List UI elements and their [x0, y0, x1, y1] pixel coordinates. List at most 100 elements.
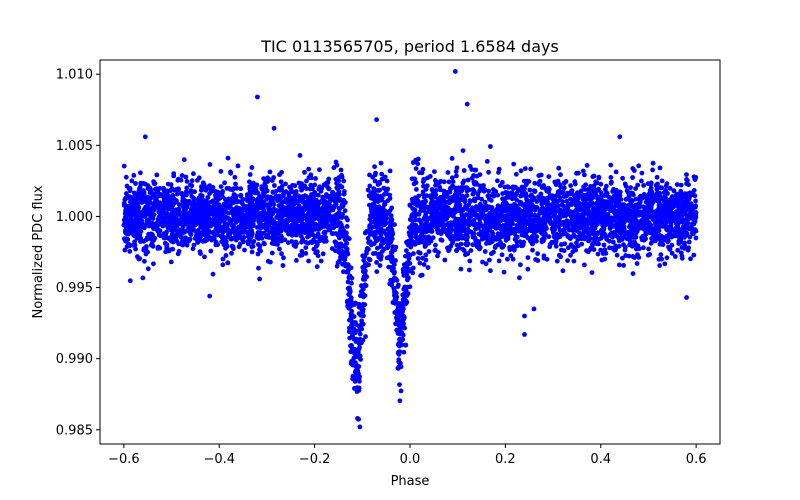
data-point — [397, 382, 402, 387]
data-point — [217, 214, 223, 220]
data-point — [394, 277, 400, 283]
data-point — [377, 187, 383, 193]
data-point — [445, 209, 451, 215]
data-point — [403, 342, 409, 348]
data-point — [690, 230, 696, 236]
data-point — [465, 222, 471, 227]
data-point — [372, 229, 378, 235]
data-point — [211, 204, 217, 210]
data-point — [654, 187, 660, 192]
data-point — [491, 187, 496, 193]
data-point — [333, 195, 339, 201]
data-point — [513, 171, 519, 177]
data-point — [572, 179, 578, 185]
data-point — [222, 180, 228, 186]
data-point — [468, 248, 474, 253]
data-point — [397, 331, 403, 337]
data-point — [647, 252, 653, 257]
data-point — [546, 174, 552, 180]
data-point — [185, 215, 191, 221]
data-point — [622, 244, 628, 250]
data-point — [157, 210, 163, 216]
data-point — [510, 256, 516, 262]
data-point — [480, 224, 486, 230]
data-point — [635, 209, 640, 215]
data-point — [433, 183, 438, 188]
data-point — [560, 220, 566, 225]
data-point — [486, 188, 492, 194]
data-point — [688, 256, 693, 262]
data-point — [470, 219, 476, 224]
data-point — [598, 190, 604, 195]
data-point — [416, 249, 421, 255]
data-point — [172, 187, 177, 193]
data-point — [648, 205, 654, 210]
data-point — [685, 220, 691, 226]
data-point — [378, 216, 383, 222]
data-point — [550, 220, 556, 226]
data-point — [359, 318, 364, 324]
data-point — [201, 182, 207, 188]
data-point — [352, 386, 357, 391]
data-point — [407, 239, 412, 245]
data-point — [657, 237, 663, 243]
data-point — [353, 300, 358, 306]
data-point — [182, 207, 188, 212]
data-point — [187, 220, 193, 226]
data-point — [362, 293, 368, 298]
data-point — [282, 212, 287, 218]
data-point — [330, 189, 335, 195]
data-point — [630, 271, 636, 276]
data-point — [391, 262, 397, 267]
data-point — [634, 261, 640, 266]
data-point — [306, 258, 311, 264]
data-point — [636, 163, 642, 169]
data-point — [620, 255, 625, 261]
data-point — [195, 238, 201, 244]
data-point — [377, 263, 383, 268]
data-point — [571, 232, 577, 238]
data-point — [460, 180, 466, 186]
data-point — [546, 234, 552, 240]
data-point — [678, 239, 684, 245]
data-point — [475, 191, 481, 197]
data-point — [604, 193, 610, 199]
data-point — [635, 205, 640, 211]
data-point — [191, 195, 197, 201]
data-point — [503, 236, 509, 242]
data-point — [279, 251, 284, 257]
data-point — [425, 265, 431, 270]
data-point — [608, 222, 613, 228]
data-point — [270, 189, 276, 195]
data-point — [656, 217, 662, 223]
data-point — [585, 201, 590, 207]
data-point — [445, 189, 450, 195]
data-point — [522, 186, 527, 192]
data-point — [361, 265, 367, 270]
data-point — [399, 309, 405, 315]
data-point — [504, 190, 509, 196]
data-point — [247, 184, 253, 190]
data-point — [553, 182, 559, 188]
data-point — [293, 206, 299, 212]
data-point — [156, 244, 161, 250]
data-point — [238, 212, 244, 217]
data-point — [127, 249, 133, 254]
data-point — [459, 212, 465, 218]
data-point — [414, 187, 419, 192]
data-point — [335, 260, 341, 265]
data-point — [626, 229, 632, 235]
data-point — [372, 164, 377, 170]
data-point — [174, 191, 180, 197]
data-point — [245, 198, 250, 204]
data-point — [564, 218, 570, 224]
data-point — [671, 200, 677, 206]
data-point — [508, 253, 514, 259]
data-point — [610, 239, 616, 245]
data-point — [643, 199, 649, 205]
data-point — [402, 284, 408, 290]
data-point — [182, 220, 187, 225]
data-point — [329, 231, 335, 236]
data-point — [179, 173, 185, 178]
data-point — [123, 210, 129, 216]
